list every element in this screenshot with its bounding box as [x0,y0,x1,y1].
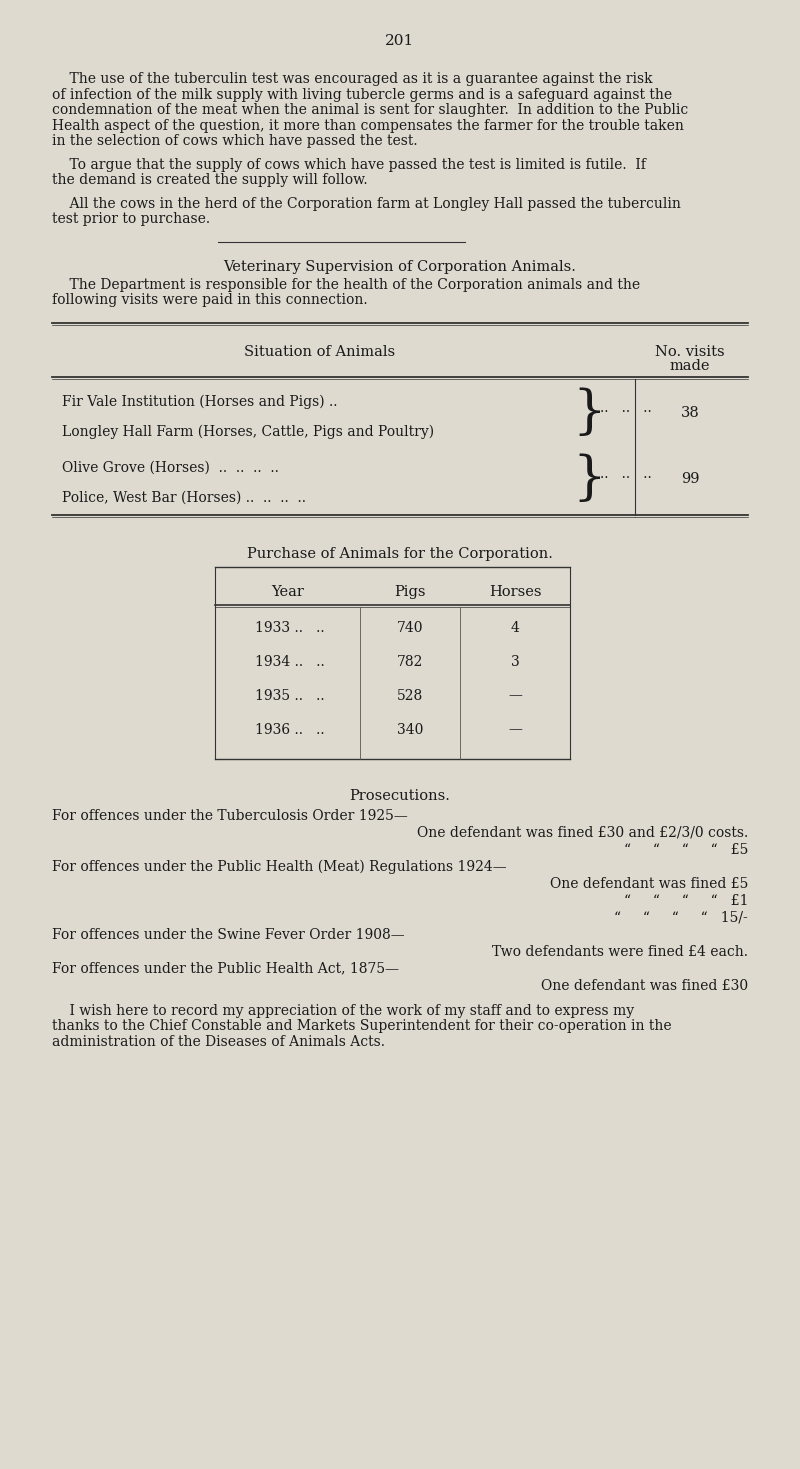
Text: Veterinary Supervision of Corporation Animals.: Veterinary Supervision of Corporation An… [223,260,577,273]
Text: ..   ..   ..: .. .. .. [600,467,652,480]
Text: Olive Grove (Horses)  ..  ..  ..  ..: Olive Grove (Horses) .. .. .. .. [62,460,279,474]
Text: thanks to the Chief Constable and Markets Superintendent for their co-operation : thanks to the Chief Constable and Market… [52,1019,672,1033]
Text: Purchase of Animals for the Corporation.: Purchase of Animals for the Corporation. [247,546,553,561]
Text: No. visits: No. visits [655,345,725,358]
Text: 38: 38 [681,405,699,420]
Text: of infection of the milk supply with living tubercle germs and is a safeguard ag: of infection of the milk supply with liv… [52,88,672,101]
Text: 1936 ..   ..: 1936 .. .. [254,723,324,736]
Text: Pigs: Pigs [394,585,426,598]
Text: —: — [508,689,522,702]
Text: in the selection of cows which have passed the test.: in the selection of cows which have pass… [52,134,418,148]
Text: Two defendants were fined £4 each.: Two defendants were fined £4 each. [492,945,748,958]
Text: For offences under the Swine Fever Order 1908—: For offences under the Swine Fever Order… [52,927,405,942]
Text: “     “     “     “   15/-: “ “ “ “ 15/- [614,911,748,924]
Text: 782: 782 [397,655,423,668]
Text: “     “     “     “   £5: “ “ “ “ £5 [624,843,748,856]
Text: 740: 740 [397,620,423,635]
Text: 99: 99 [681,472,699,485]
Text: 1935 ..   ..: 1935 .. .. [254,689,324,702]
Text: Longley Hall Farm (Horses, Cattle, Pigs and Poultry): Longley Hall Farm (Horses, Cattle, Pigs … [62,425,434,439]
Text: ..   ..   ..: .. .. .. [600,401,652,414]
Text: Police, West Bar (Horses) ..  ..  ..  ..: Police, West Bar (Horses) .. .. .. .. [62,491,306,504]
Text: For offences under the Public Health Act, 1875—: For offences under the Public Health Act… [52,962,399,975]
Text: I wish here to record my appreciation of the work of my staff and to express my: I wish here to record my appreciation of… [52,1003,634,1018]
Text: One defendant was fined £30 and £2/3/0 costs.: One defendant was fined £30 and £2/3/0 c… [417,826,748,839]
Text: For offences under the Public Health (Meat) Regulations 1924—: For offences under the Public Health (Me… [52,859,506,874]
Text: One defendant was fined £30: One defendant was fined £30 [541,978,748,993]
Text: condemnation of the meat when the animal is sent for slaughter.  In addition to : condemnation of the meat when the animal… [52,103,688,118]
Text: 201: 201 [386,34,414,48]
Text: 3: 3 [510,655,519,668]
Text: following visits were paid in this connection.: following visits were paid in this conne… [52,292,368,307]
Text: Situation of Animals: Situation of Animals [245,345,395,358]
Text: Health aspect of the question, it more than compensates the farmer for the troub: Health aspect of the question, it more t… [52,119,684,132]
Text: One defendant was fined £5: One defendant was fined £5 [550,877,748,890]
Text: 340: 340 [397,723,423,736]
Text: “     “     “     “   £1: “ “ “ “ £1 [623,893,748,908]
Text: The Department is responsible for the health of the Corporation animals and the: The Department is responsible for the he… [52,278,640,291]
Text: Prosecutions.: Prosecutions. [350,789,450,802]
Text: For offences under the Tuberculosis Order 1925—: For offences under the Tuberculosis Orde… [52,808,408,823]
Text: }: } [572,452,606,504]
Text: Fir Vale Institution (Horses and Pigs) ..: Fir Vale Institution (Horses and Pigs) .… [62,395,338,408]
Text: the demand is created the supply will follow.: the demand is created the supply will fo… [52,173,368,187]
Text: —: — [508,723,522,736]
Text: 1933 ..   ..: 1933 .. .. [254,620,324,635]
Text: All the cows in the herd of the Corporation farm at Longley Hall passed the tube: All the cows in the herd of the Corporat… [52,197,681,210]
Text: test prior to purchase.: test prior to purchase. [52,212,210,226]
Text: }: } [572,386,606,438]
Text: To argue that the supply of cows which have passed the test is limited is futile: To argue that the supply of cows which h… [52,157,646,172]
Text: 1934 ..   ..: 1934 .. .. [254,655,324,668]
Text: 528: 528 [397,689,423,702]
Text: made: made [670,358,710,373]
Text: The use of the tuberculin test was encouraged as it is a guarantee against the r: The use of the tuberculin test was encou… [52,72,653,87]
Text: Year: Year [271,585,304,598]
Text: 4: 4 [510,620,519,635]
Text: administration of the Diseases of Animals Acts.: administration of the Diseases of Animal… [52,1034,385,1049]
Text: Horses: Horses [489,585,542,598]
